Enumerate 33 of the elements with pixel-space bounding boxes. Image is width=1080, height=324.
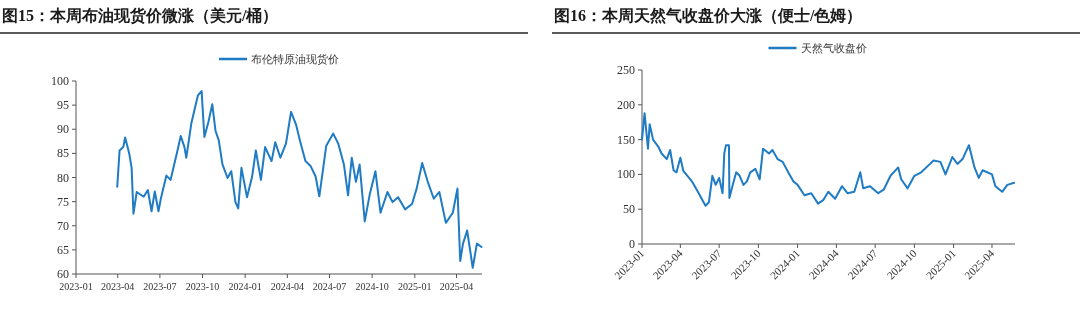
y-tick-label: 60 [57,267,69,281]
y-tick-label: 65 [57,242,69,257]
x-tick-label: 2025-04 [439,281,474,292]
legend-label: 天然气收盘价 [800,42,867,54]
y-tick-label: 80 [57,170,69,185]
y-tick-label: 75 [57,194,69,209]
legend: 布伦特原油现货价 [219,53,339,65]
legend-label: 布伦特原油现货价 [251,53,339,65]
x-tick-label: 2024-04 [270,281,305,292]
y-tick-label: 90 [57,122,69,137]
chart-title: 图16：本周天然气收盘价大涨（便士/色姆） [554,7,863,25]
y-tick-label: 150 [617,132,635,147]
x-tick-label: 2023-10 [185,281,220,292]
y-tick-label: 100 [51,74,69,88]
y-tick-label: 250 [617,63,635,77]
y-tick-label: 200 [617,97,635,112]
chart-title: 图15：本周布油现货价微涨（美元/桶） [2,6,279,25]
x-tick-label: 2023-01 [59,281,93,292]
y-tick-label: 0 [629,237,635,251]
x-tick-label: 2024-10 [355,281,389,292]
x-tick-label: 2024-07 [312,281,347,292]
line-series [641,112,1016,207]
x-tick-label: 2023-07 [143,281,177,292]
x-tick-label: 2025-01 [398,281,432,292]
y-tick-label: 85 [57,146,69,161]
y-tick-label: 100 [617,167,635,182]
legend: 天然气收盘价 [768,42,867,54]
y-tick-label: 95 [57,98,69,113]
y-tick-label: 70 [57,218,69,233]
x-tick-label: 2023-04 [101,281,135,292]
y-tick-label: 50 [623,202,635,217]
line-series [116,90,483,269]
x-tick-label: 2024-01 [228,281,262,292]
